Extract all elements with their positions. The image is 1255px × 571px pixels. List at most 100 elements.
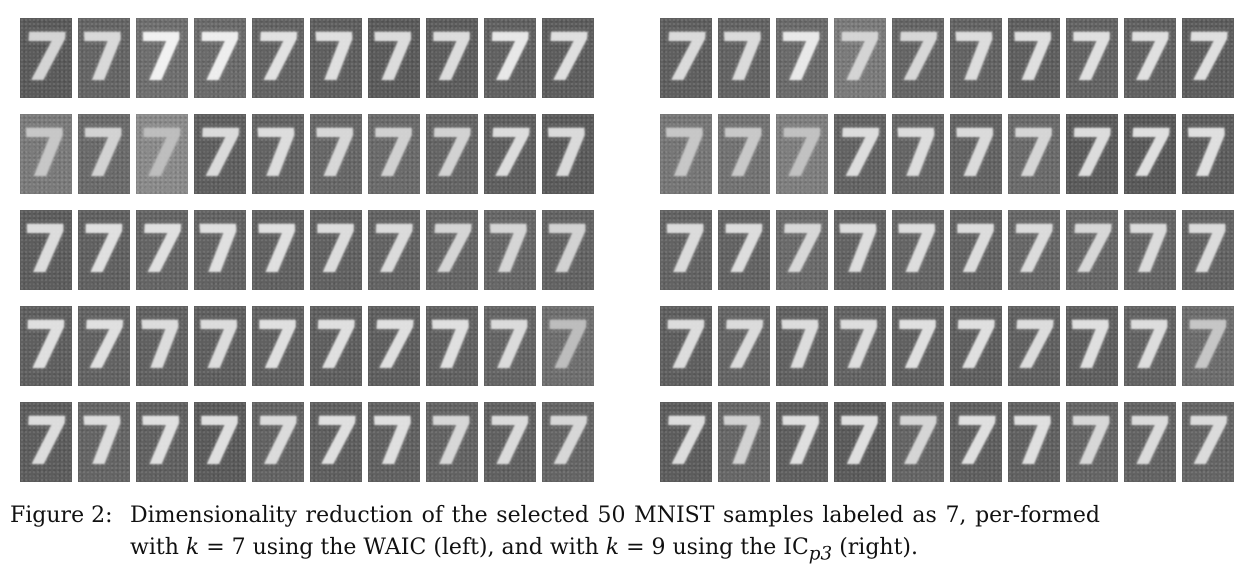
digit-glyph: 7	[1009, 19, 1059, 96]
digit-glyph: 7	[718, 19, 769, 96]
digit-glyph: 7	[1067, 115, 1117, 192]
digit-glyph: 7	[1124, 115, 1176, 192]
digit-glyph: 7	[1184, 211, 1232, 288]
mnist-sample-right-43: 7	[776, 402, 828, 482]
digit-glyph: 7	[485, 19, 535, 96]
mnist-sample-right-2: 7	[718, 18, 770, 98]
mnist-sample-left-21: 7	[20, 210, 72, 290]
digit-glyph: 7	[718, 403, 770, 480]
digit-glyph: 7	[311, 115, 361, 192]
mnist-sample-left-39: 7	[484, 306, 536, 386]
digit-glyph: 7	[893, 211, 943, 288]
mnist-sample-left-11: 7	[20, 114, 72, 194]
digit-glyph: 7	[255, 307, 301, 384]
mnist-sample-right-14: 7	[834, 114, 886, 194]
mnist-sample-right-7: 7	[1008, 18, 1060, 98]
digit-glyph: 7	[544, 307, 592, 384]
digit-glyph: 7	[1008, 403, 1059, 480]
mnist-sample-left-5: 7	[252, 18, 304, 98]
digit-glyph: 7	[543, 403, 594, 480]
mnist-sample-left-36: 7	[310, 306, 362, 386]
mnist-sample-left-8: 7	[426, 18, 478, 98]
digit-glyph: 7	[310, 19, 362, 96]
mnist-sample-left-19: 7	[484, 114, 536, 194]
mnist-sample-left-6: 7	[310, 18, 362, 98]
digit-glyph: 7	[836, 19, 884, 96]
math-k-2: k	[605, 535, 620, 560]
mnist-sample-left-17: 7	[368, 114, 420, 194]
mnist-sample-left-44: 7	[194, 402, 246, 482]
digit-glyph: 7	[1183, 403, 1234, 480]
mnist-sample-right-46: 7	[950, 402, 1002, 482]
math-subscript-p3: p3	[808, 543, 833, 565]
digit-glyph: 7	[895, 307, 941, 384]
mnist-sample-right-6: 7	[950, 18, 1002, 98]
digit-glyph: 7	[368, 307, 420, 384]
digit-glyph: 7	[428, 403, 476, 480]
digit-glyph: 7	[1009, 211, 1059, 288]
digit-glyph: 7	[1126, 307, 1174, 384]
mnist-sample-right-17: 7	[1008, 114, 1060, 194]
mnist-sample-right-9: 7	[1124, 18, 1176, 98]
digit-glyph: 7	[834, 211, 886, 288]
mnist-sample-right-41: 7	[660, 402, 712, 482]
digit-glyph: 7	[837, 403, 883, 480]
digit-glyph: 7	[429, 19, 475, 96]
mnist-sample-left-27: 7	[368, 210, 420, 290]
digit-glyph: 7	[778, 19, 826, 96]
digit-glyph: 7	[777, 403, 827, 480]
digit-glyph: 7	[1184, 307, 1232, 384]
digit-glyph: 7	[1066, 307, 1117, 384]
mnist-sample-right-10: 7	[1182, 18, 1234, 98]
mnist-sample-right-30: 7	[1182, 210, 1234, 290]
mnist-sample-left-12: 7	[78, 114, 130, 194]
digit-glyph: 7	[426, 211, 478, 288]
mnist-sample-left-20: 7	[542, 114, 594, 194]
digit-glyph: 7	[1182, 115, 1233, 192]
mnist-sample-right-27: 7	[1008, 210, 1060, 290]
digit-glyph: 7	[138, 19, 186, 96]
digit-glyph: 7	[197, 403, 243, 480]
mnist-sample-left-31: 7	[20, 306, 72, 386]
digit-glyph: 7	[426, 307, 477, 384]
mnist-sample-left-43: 7	[136, 402, 188, 482]
digit-glyph: 7	[311, 307, 361, 384]
mnist-sample-left-48: 7	[426, 402, 478, 482]
mnist-sample-right-23: 7	[776, 210, 828, 290]
mnist-sample-left-25: 7	[252, 210, 304, 290]
caption-part-3: = 9 using the IC	[619, 535, 809, 560]
digit-glyph: 7	[486, 307, 534, 384]
mnist-sample-right-44: 7	[834, 402, 886, 482]
mnist-sample-left-29: 7	[484, 210, 536, 290]
mnist-sample-left-16: 7	[310, 114, 362, 194]
digit-glyph: 7	[662, 211, 710, 288]
mnist-sample-left-30: 7	[542, 210, 594, 290]
digit-glyph: 7	[427, 115, 477, 192]
mnist-sample-left-7: 7	[368, 18, 420, 98]
mnist-sample-right-50: 7	[1182, 402, 1234, 482]
mnist-sample-right-38: 7	[1066, 306, 1118, 386]
mnist-sample-right-1: 7	[660, 18, 712, 98]
mnist-sample-left-32: 7	[78, 306, 130, 386]
mnist-sample-left-40: 7	[542, 306, 594, 386]
digit-glyph: 7	[253, 211, 303, 288]
digit-glyph: 7	[252, 115, 304, 192]
digit-glyph: 7	[544, 211, 592, 288]
digit-glyph: 7	[1011, 115, 1057, 192]
mnist-sample-right-3: 7	[776, 18, 828, 98]
figure-caption: Figure 2: Dimensionality reduction of th…	[10, 500, 1110, 570]
mnist-sample-right-32: 7	[718, 306, 770, 386]
mnist-sample-right-15: 7	[892, 114, 944, 194]
mnist-sample-left-22: 7	[78, 210, 130, 290]
digit-glyph: 7	[660, 115, 711, 192]
digit-glyph: 7	[369, 211, 419, 288]
mnist-sample-right-31: 7	[660, 306, 712, 386]
digit-glyph: 7	[1066, 211, 1118, 288]
mnist-sample-right-36: 7	[950, 306, 1002, 386]
mnist-sample-left-28: 7	[426, 210, 478, 290]
digit-glyph: 7	[1126, 403, 1174, 480]
digit-glyph: 7	[719, 307, 770, 384]
mnist-sample-left-3: 7	[136, 18, 188, 98]
digit-glyph: 7	[660, 19, 712, 96]
